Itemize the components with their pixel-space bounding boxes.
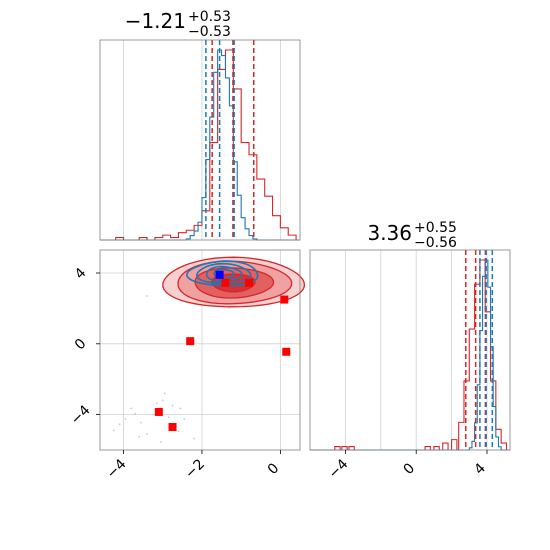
joint-xtick-label-1: −2 [182,456,208,482]
joint-sample-point-16 [124,418,127,420]
marginal-histogram-y: −4 0 4 3.36 +0.55 −0.56 [309,220,511,482]
marginal-y-xtick-label-2: 4 [471,460,489,478]
joint-sample-point-0 [161,399,164,402]
marginal-y-xtick-label-0: −4 [326,456,352,482]
joint-sample-point-14 [155,402,158,404]
marginal-x-hist-1 [100,49,300,241]
joint-sample-point-4 [146,433,148,435]
marginal-y-title-sub: −0.56 [414,235,457,251]
marginal-y-title-sup: +0.55 [414,220,457,236]
marginal-y-x-ticks: −4 0 4 [326,450,489,482]
marginal-histogram-x: −1.21 +0.53 −0.53 [99,9,301,241]
marginal-y-grid [344,250,488,450]
marginal-x-quantile-lines [205,40,255,240]
joint-markers [154,270,291,431]
joint-marker-red-5 [280,295,289,304]
joint-sample-point-3 [140,421,143,424]
joint-marker-red-6 [282,347,291,356]
joint-scatter-panel: −4 −2 0 −4 0 4 [68,249,306,482]
joint-sample-point-12 [138,435,141,438]
joint-marker-red-0 [186,337,195,346]
joint-contour-blue-3 [186,260,259,287]
marginal-x-histograms [100,49,300,241]
joint-xtick-label-0: −4 [104,456,130,482]
joint-contour-blue-0 [213,268,235,280]
joint-ytick-label-1: 0 [72,336,90,354]
joint-contour-blue-2 [195,262,252,284]
joint-contours [162,256,306,308]
joint-sample-point-13 [179,407,182,410]
joint-sample-point-30 [118,423,121,426]
joint-sample-point-11 [159,441,162,443]
joint-marker-red-3 [221,278,230,287]
joint-sample-point-15 [171,404,174,407]
joint-sample-point-8 [130,407,133,410]
joint-sample-point-7 [167,416,170,419]
joint-marker-blue [215,270,224,279]
joint-y-ticks: −4 0 4 [68,265,100,428]
joint-frame [99,249,301,451]
joint-sample-point-31 [134,412,137,415]
marginal-y-quantile-lines [465,250,494,450]
joint-sample-point-9 [112,429,115,432]
joint-ytick-label-0: −4 [68,402,94,428]
joint-contour-blue-1 [205,265,243,282]
joint-marker-red-4 [245,278,254,287]
joint-marker-red-1 [154,407,163,416]
joint-sample-point-6 [183,418,186,420]
joint-ytick-label-2: 4 [72,265,90,283]
marginal-y-xtick-label-1: 0 [401,460,419,478]
joint-sample-point-2 [152,413,154,416]
marginal-x-hist-0 [100,49,300,241]
joint-marker-red-2 [168,422,177,431]
marginal-x-title-sup: +0.53 [188,9,231,25]
marginal-y-title: 3.36 [367,221,412,245]
marginal-y-frame [309,249,511,451]
joint-sample-point-25 [146,295,148,297]
marginal-x-frame [99,39,301,241]
joint-x-ticks: −4 −2 0 [104,450,283,482]
joint-sample-point-5 [177,430,180,433]
marginal-x-title-sub: −0.53 [188,24,231,40]
joint-xtick-label-2: 0 [265,460,283,478]
marginal-x-title: −1.21 [125,9,186,33]
joint-sample-point-10 [193,437,196,440]
joint-sample-point-1 [163,392,166,395]
